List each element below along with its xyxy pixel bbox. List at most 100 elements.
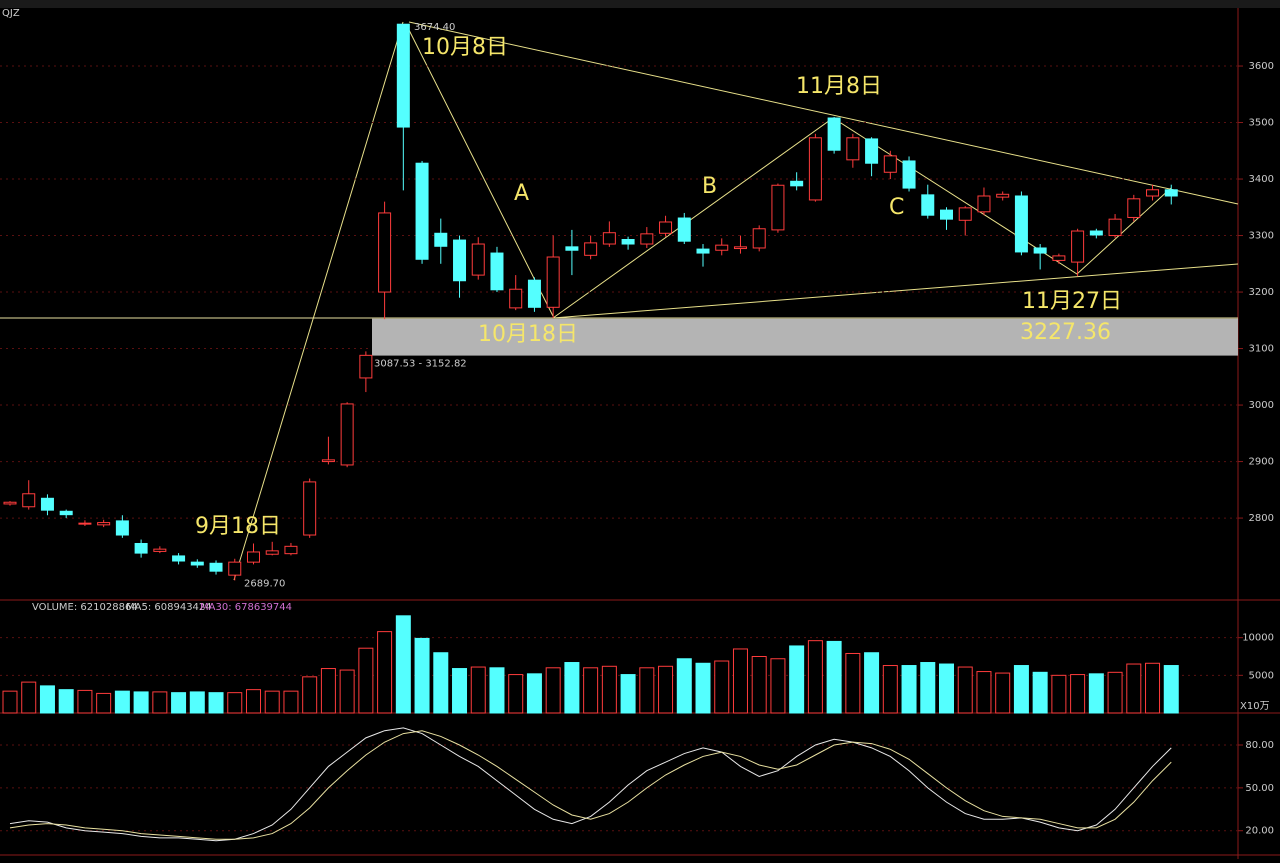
candle-body: [696, 248, 710, 254]
volume-bar: [1088, 673, 1104, 714]
candle-body: [22, 493, 36, 508]
annotation: 9月18日: [195, 514, 281, 539]
candle-body: [996, 193, 1010, 198]
candle-body: [977, 195, 991, 213]
annotation: 10月18日: [478, 322, 578, 347]
volume-bar: [976, 671, 992, 714]
candle-body: [40, 497, 54, 511]
volume-bar: [58, 689, 74, 714]
volume-bar: [864, 652, 880, 714]
volume-bar: [414, 637, 430, 714]
candle-body: [1089, 230, 1103, 236]
volume-bar: [358, 647, 374, 714]
band-label: 3087.53 - 3152.82: [374, 359, 467, 370]
candle-body: [378, 212, 392, 293]
extreme-label: 2689.70: [244, 578, 285, 589]
volume-bar: [452, 668, 468, 714]
volume-bar: [152, 691, 168, 714]
candle-body: [677, 217, 691, 242]
candle-body: [827, 117, 841, 151]
candle-body: [321, 459, 335, 463]
legend-entry: MA5: 608943424: [126, 602, 212, 613]
candle-body: [584, 242, 598, 256]
y-tick-label: 50.00: [1245, 783, 1274, 794]
volume-bar: [395, 615, 411, 714]
volume-bar: [526, 673, 542, 714]
annotation: 10月8日: [422, 35, 508, 60]
volume-bar: [920, 662, 936, 714]
volume-bar: [1126, 663, 1142, 714]
candle-body: [565, 246, 579, 251]
volume-bar: [133, 691, 149, 714]
volume-bar: [1163, 665, 1179, 714]
volume-bar: [470, 666, 486, 714]
extreme-label: 3674.40: [414, 22, 455, 33]
volume-bar: [601, 665, 617, 714]
candle-body: [453, 239, 467, 282]
y-tick-label: 2900: [1249, 457, 1274, 468]
annotation: C: [889, 195, 904, 220]
volume-bar: [208, 692, 224, 714]
top-bar: [0, 0, 1280, 8]
volume-bar: [826, 640, 842, 714]
candle-body: [808, 137, 822, 201]
volume-bar: [1013, 665, 1029, 714]
annotation: B: [702, 174, 717, 199]
candle-body: [921, 194, 935, 216]
candle-body: [1108, 218, 1122, 237]
candle-body: [752, 228, 766, 249]
candle-body: [78, 522, 92, 525]
volume-bar: [489, 667, 505, 714]
volume-bar: [845, 652, 861, 714]
volume-bar: [377, 631, 393, 714]
candle-body: [396, 23, 410, 128]
candle-body: [509, 288, 523, 309]
volume-bar: [695, 662, 711, 714]
candle-body: [1071, 230, 1085, 263]
volume-bar: [882, 665, 898, 714]
annotation: A: [514, 181, 529, 206]
volume-bar: [957, 666, 973, 714]
y-tick-label: 10000: [1242, 633, 1274, 644]
volume-bar: [658, 665, 674, 714]
volume-bar: [96, 692, 112, 714]
volume-bar: [545, 667, 561, 714]
volume-bar: [901, 665, 917, 714]
volume-bar: [320, 668, 336, 714]
candle-body: [527, 279, 541, 308]
candle-body: [640, 233, 654, 245]
y-tick-label: 3100: [1249, 344, 1274, 355]
candle-body: [303, 481, 317, 536]
candle-body: [153, 548, 167, 552]
volume-bar: [676, 658, 692, 714]
volume-bar: [39, 685, 55, 714]
y-tick-label: 80.00: [1245, 740, 1274, 751]
volume-bar: [1145, 662, 1161, 714]
volume-bar: [564, 662, 580, 714]
y-tick-label: 20.00: [1245, 826, 1274, 837]
candle-body: [958, 207, 972, 221]
candle-body: [490, 252, 504, 291]
y-tick-label: 3600: [1249, 61, 1274, 72]
unit-label: X10万: [1240, 701, 1270, 712]
volume-bar: [21, 681, 37, 714]
volume-bar: [189, 691, 205, 714]
volume-bar: [639, 667, 655, 714]
candle-body: [902, 160, 916, 189]
volume-bar: [714, 660, 730, 714]
candle-body: [209, 562, 223, 572]
candle-body: [1164, 189, 1178, 197]
volume-bar: [1051, 674, 1067, 714]
candle-body: [865, 138, 879, 164]
candle-body: [1014, 195, 1028, 253]
y-tick-label: 3000: [1249, 400, 1274, 411]
candle-body: [621, 238, 635, 245]
volume-bar: [227, 692, 243, 714]
candle-body: [471, 243, 485, 276]
volume-bar: [583, 667, 599, 714]
annotation: 11月27日: [1022, 289, 1122, 314]
volume-bar: [1032, 671, 1048, 714]
volume-bar: [732, 648, 748, 714]
candle-body: [434, 232, 448, 247]
candle-body: [134, 542, 148, 554]
